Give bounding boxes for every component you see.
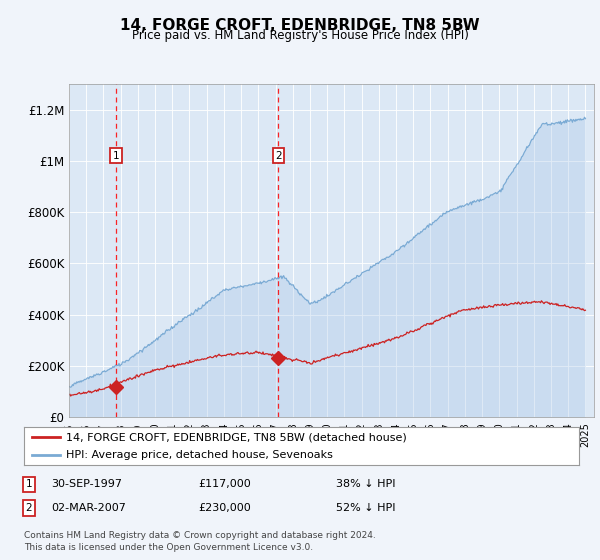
Text: £230,000: £230,000 [198,503,251,513]
Text: HPI: Average price, detached house, Sevenoaks: HPI: Average price, detached house, Seve… [65,450,332,460]
Text: This data is licensed under the Open Government Licence v3.0.: This data is licensed under the Open Gov… [24,543,313,552]
Text: 2: 2 [25,503,32,513]
Text: 2: 2 [275,151,282,161]
Text: Contains HM Land Registry data © Crown copyright and database right 2024.: Contains HM Land Registry data © Crown c… [24,531,376,540]
Text: 52% ↓ HPI: 52% ↓ HPI [336,503,395,513]
Text: 14, FORGE CROFT, EDENBRIDGE, TN8 5BW: 14, FORGE CROFT, EDENBRIDGE, TN8 5BW [120,18,480,33]
Text: 1: 1 [25,479,32,489]
Text: 02-MAR-2007: 02-MAR-2007 [51,503,126,513]
Text: 38% ↓ HPI: 38% ↓ HPI [336,479,395,489]
Text: Price paid vs. HM Land Registry's House Price Index (HPI): Price paid vs. HM Land Registry's House … [131,29,469,42]
Text: 1: 1 [113,151,119,161]
Text: 30-SEP-1997: 30-SEP-1997 [51,479,122,489]
Text: £117,000: £117,000 [198,479,251,489]
Text: 14, FORGE CROFT, EDENBRIDGE, TN8 5BW (detached house): 14, FORGE CROFT, EDENBRIDGE, TN8 5BW (de… [65,432,406,442]
